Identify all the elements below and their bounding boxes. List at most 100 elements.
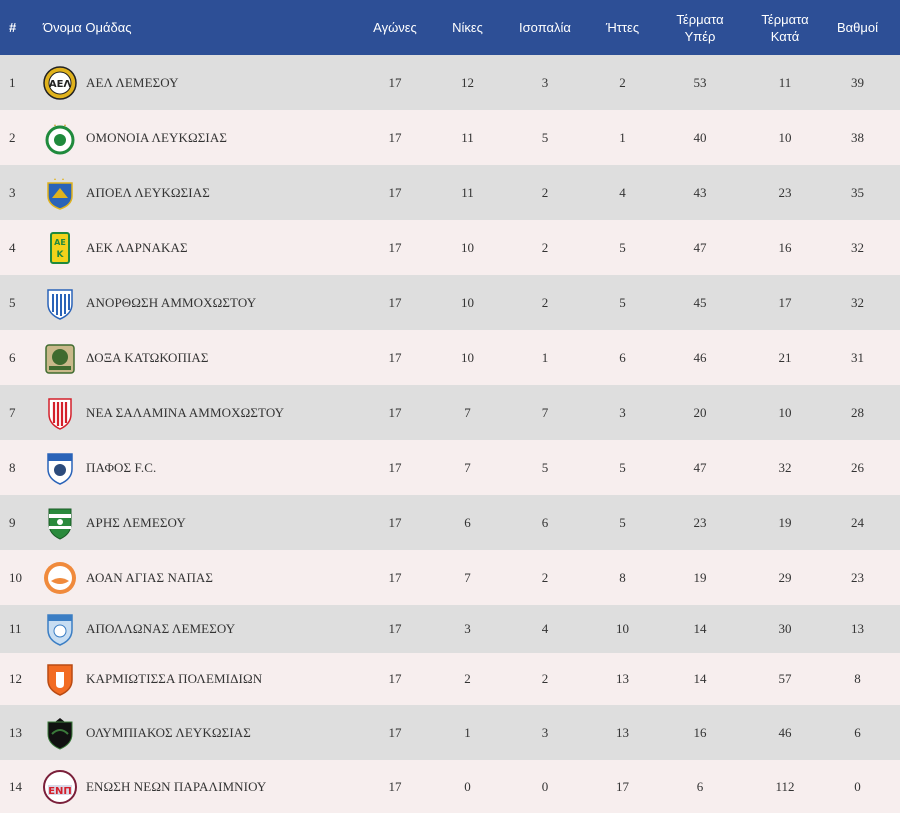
- team-link[interactable]: ΑΕΛ ΑΕΛ ΛΕΜΕΣΟΥ: [43, 65, 345, 100]
- row-losses: 2: [619, 74, 626, 90]
- team-name: ΑΠΟΕΛ ΛΕΥΚΩΣΙΑΣ: [86, 184, 210, 200]
- row-losses: 6: [619, 349, 626, 365]
- row-points: 23: [851, 569, 864, 585]
- row-wins: 10: [461, 239, 474, 255]
- row-position: 13: [9, 724, 22, 740]
- row-goals-against: 11: [778, 74, 792, 90]
- row-points: 26: [851, 459, 864, 475]
- row-goals-against: 57: [778, 671, 792, 686]
- row-losses: 10: [616, 621, 629, 636]
- row-wins: 7: [464, 459, 471, 475]
- team-link[interactable]: ΚΑΡΜΙΩΤΙΣΣΑ ΠΟΛΕΜΙΔΙΩΝ: [43, 662, 345, 696]
- team-link[interactable]: ΠΑΦΟΣ F.C.: [43, 451, 345, 485]
- team-name: ΚΑΡΜΙΩΤΙΣΣΑ ΠΟΛΕΜΙΔΙΩΝ: [86, 671, 263, 686]
- aek-crest-icon: ΑΕ Κ: [43, 231, 77, 265]
- row-wins: 12: [461, 74, 474, 90]
- row-games: 17: [388, 74, 402, 90]
- team-link[interactable]: ΝΕΑ ΣΑΛΑΜΙΝΑ ΑΜΜΟΧΩΣΤΟΥ: [43, 396, 345, 430]
- row-goals-against: 29: [778, 569, 792, 585]
- row-losses: 1: [619, 129, 626, 145]
- row-games: 17: [388, 671, 402, 686]
- team-link[interactable]: ΑΠΟΕΛ ΛΕΥΚΩΣΙΑΣ: [43, 176, 345, 210]
- team-link[interactable]: ΑΠΟΛΛΩΝΑΣ ΛΕΜΕΣΟΥ: [43, 612, 345, 646]
- row-draws: 2: [541, 569, 549, 585]
- row-team[interactable]: ΑΟΑΝ ΑΓΙΑΣ ΝΑΠΑΣ: [40, 550, 345, 605]
- team-name: ΑΕΚ ΛΑΡΝΑΚΑΣ: [86, 239, 188, 255]
- header-position: #: [9, 20, 17, 35]
- team-link[interactable]: ΟΛΥΜΠΙΑΚΟΣ ΛΕΥΚΩΣΙΑΣ: [43, 716, 345, 750]
- row-games: 17: [388, 349, 402, 365]
- row-team[interactable]: ΚΑΡΜΙΩΤΙΣΣΑ ΠΟΛΕΜΙΔΙΩΝ: [40, 653, 345, 705]
- row-position: 9: [9, 514, 16, 530]
- row-games: 17: [388, 569, 402, 585]
- team-link[interactable]: ΑΝΟΡΘΩΣΗ ΑΜΜΟΧΩΣΤΟΥ: [43, 286, 345, 320]
- row-goals-against: 112: [775, 778, 795, 794]
- header-goals-for-line1: Τέρματα: [676, 11, 724, 27]
- row-goals-for: 14: [693, 671, 707, 686]
- row-team[interactable]: ΕΝΠ ΕΝΩΣΗ ΝΕΩΝ ΠΑΡΑΛΙΜΝΙΟΥ: [40, 760, 345, 813]
- row-games: 17: [388, 724, 402, 740]
- team-link[interactable]: ΑΕ Κ ΑΕΚ ΛΑΡΝΑΚΑΣ: [43, 231, 345, 265]
- row-draws: 4: [541, 621, 549, 636]
- row-games: 17: [388, 239, 402, 255]
- aoan-crest-icon: [43, 561, 77, 595]
- row-team[interactable]: ΑΝΟΡΘΩΣΗ ΑΜΜΟΧΩΣΤΟΥ: [40, 275, 345, 330]
- row-draws: 2: [541, 294, 549, 310]
- enp-crest-icon: ΕΝΠ: [43, 769, 77, 804]
- row-points: 39: [851, 74, 864, 90]
- row-draws: 1: [541, 349, 549, 365]
- header-goals-against-line1: Τέρματα: [761, 11, 809, 27]
- row-team[interactable]: ΑΠΟΛΛΩΝΑΣ ΛΕΜΕΣΟΥ: [40, 605, 345, 653]
- row-team[interactable]: ΟΜΟΝΟΙΑ ΛΕΥΚΩΣΙΑΣ: [40, 110, 345, 165]
- row-games: 17: [388, 129, 402, 145]
- doxa-crest-icon: [43, 341, 77, 375]
- team-name: ΝΕΑ ΣΑΛΑΜΙΝΑ ΑΜΜΟΧΩΣΤΟΥ: [86, 404, 285, 420]
- row-points: 24: [851, 514, 864, 530]
- team-name: ΔΟΞΑ ΚΑΤΩΚΟΠΙΑΣ: [86, 349, 209, 365]
- row-wins: 10: [461, 294, 474, 310]
- team-link[interactable]: ΑΟΑΝ ΑΓΙΑΣ ΝΑΠΑΣ: [43, 561, 345, 595]
- team-link[interactable]: ΕΝΠ ΕΝΩΣΗ ΝΕΩΝ ΠΑΡΑΛΙΜΝΙΟΥ: [43, 769, 345, 804]
- row-draws: 7: [541, 404, 549, 420]
- row-games: 17: [388, 621, 402, 636]
- row-draws: 5: [541, 129, 549, 145]
- table-row: 4 ΑΕ Κ ΑΕΚ ΛΑΡΝΑΚΑΣ 17 10 2 5 47 16 32: [0, 220, 900, 275]
- team-link[interactable]: ΟΜΟΝΟΙΑ ΛΕΥΚΩΣΙΑΣ: [43, 121, 345, 155]
- team-link[interactable]: ΔΟΞΑ ΚΑΤΩΚΟΠΙΑΣ: [43, 341, 345, 375]
- row-team[interactable]: ΑΕ Κ ΑΕΚ ΛΑΡΝΑΚΑΣ: [40, 220, 345, 275]
- row-team[interactable]: ΝΕΑ ΣΑΛΑΜΙΝΑ ΑΜΜΟΧΩΣΤΟΥ: [40, 385, 345, 440]
- row-goals-for: 23: [693, 514, 707, 530]
- team-name: ΟΛΥΜΠΙΑΚΟΣ ΛΕΥΚΩΣΙΑΣ: [86, 724, 251, 740]
- row-team[interactable]: ΑΡΗΣ ΛΕΜΕΣΟΥ: [40, 495, 345, 550]
- row-goals-against: 32: [778, 459, 792, 475]
- row-goals-for: 47: [693, 459, 707, 475]
- row-team[interactable]: ΑΕΛ ΑΕΛ ΛΕΜΕΣΟΥ: [40, 55, 345, 110]
- row-points: 38: [851, 129, 864, 145]
- row-position: 1: [9, 74, 16, 90]
- svg-text:Κ: Κ: [57, 250, 65, 260]
- row-losses: 5: [619, 514, 626, 530]
- row-points: 6: [854, 724, 861, 740]
- row-draws: 5: [541, 459, 549, 475]
- table-row: 2 ΟΜΟΝΟΙΑ ΛΕΥΚΩΣΙΑΣ 17 11 5 1 40 10 38: [0, 110, 900, 165]
- team-link[interactable]: ΑΡΗΣ ΛΕΜΕΣΟΥ: [43, 506, 345, 540]
- row-wins: 1: [464, 724, 471, 740]
- row-team[interactable]: ΠΑΦΟΣ F.C.: [40, 440, 345, 495]
- row-goals-for: 45: [693, 294, 707, 310]
- row-position: 3: [9, 184, 16, 200]
- header-losses: Ήττες: [605, 20, 640, 35]
- row-goals-for: 40: [693, 129, 707, 145]
- row-team[interactable]: ΑΠΟΕΛ ΛΕΥΚΩΣΙΑΣ: [40, 165, 345, 220]
- row-team[interactable]: ΟΛΥΜΠΙΑΚΟΣ ΛΕΥΚΩΣΙΑΣ: [40, 705, 345, 760]
- table-row: 5 ΑΝΟΡΘΩΣΗ ΑΜΜΟΧΩΣΤΟΥ 17 10 2 5 45 17 32: [0, 275, 900, 330]
- row-losses: 8: [619, 569, 626, 585]
- omonoia-crest-icon: [43, 121, 77, 155]
- row-position: 7: [9, 404, 16, 420]
- team-name: ΕΝΩΣΗ ΝΕΩΝ ΠΑΡΑΛΙΜΝΙΟΥ: [86, 778, 267, 794]
- ael-crest-icon: ΑΕΛ: [43, 65, 77, 100]
- row-losses: 13: [616, 724, 629, 740]
- table-row: 10 ΑΟΑΝ ΑΓΙΑΣ ΝΑΠΑΣ 17 7 2 8 19 29 23: [0, 550, 900, 605]
- row-team[interactable]: ΔΟΞΑ ΚΑΤΩΚΟΠΙΑΣ: [40, 330, 345, 385]
- row-goals-against: 21: [778, 349, 792, 365]
